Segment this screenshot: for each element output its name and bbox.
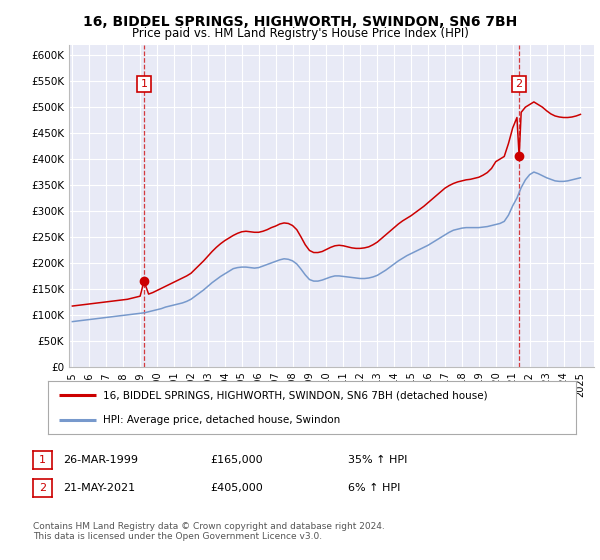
Text: 35% ↑ HPI: 35% ↑ HPI <box>348 455 407 465</box>
Text: 21-MAY-2021: 21-MAY-2021 <box>63 483 135 493</box>
Text: 2: 2 <box>515 79 523 88</box>
Text: HPI: Average price, detached house, Swindon: HPI: Average price, detached house, Swin… <box>103 414 341 424</box>
Text: 26-MAR-1999: 26-MAR-1999 <box>63 455 138 465</box>
Text: Contains HM Land Registry data © Crown copyright and database right 2024.
This d: Contains HM Land Registry data © Crown c… <box>33 522 385 542</box>
Text: 16, BIDDEL SPRINGS, HIGHWORTH, SWINDON, SN6 7BH (detached house): 16, BIDDEL SPRINGS, HIGHWORTH, SWINDON, … <box>103 390 488 400</box>
Text: 1: 1 <box>140 79 148 88</box>
Text: £165,000: £165,000 <box>210 455 263 465</box>
Text: 2: 2 <box>39 483 46 493</box>
Text: 16, BIDDEL SPRINGS, HIGHWORTH, SWINDON, SN6 7BH: 16, BIDDEL SPRINGS, HIGHWORTH, SWINDON, … <box>83 15 517 29</box>
Text: 6% ↑ HPI: 6% ↑ HPI <box>348 483 400 493</box>
Text: Price paid vs. HM Land Registry's House Price Index (HPI): Price paid vs. HM Land Registry's House … <box>131 27 469 40</box>
Text: 1: 1 <box>39 455 46 465</box>
Text: £405,000: £405,000 <box>210 483 263 493</box>
